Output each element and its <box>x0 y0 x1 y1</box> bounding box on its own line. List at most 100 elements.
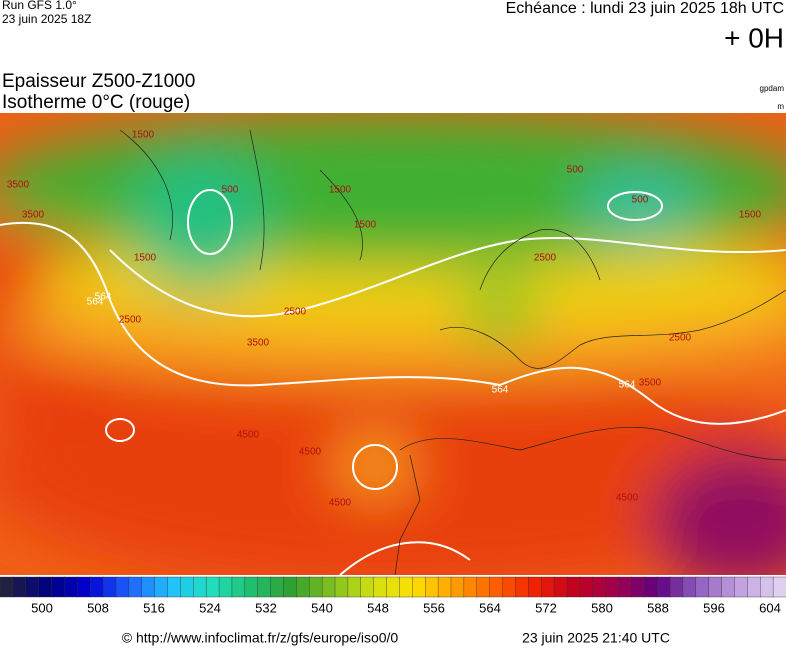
map <box>0 113 786 575</box>
scale-label: 564 <box>479 600 501 615</box>
scale-swatch <box>128 576 143 598</box>
scale-swatch <box>579 576 594 598</box>
echeance: Echéance : lundi 23 juin 2025 18h UTC <box>506 0 784 17</box>
scale-swatch <box>77 576 91 598</box>
contour-label: 4500 <box>329 498 352 509</box>
subtitle: Isotherme 0°C (rouge) <box>2 92 190 113</box>
contour-label: 3500 <box>639 378 662 389</box>
scale-swatch <box>618 576 633 598</box>
contour-label: 500 <box>632 195 649 206</box>
scale-swatch <box>218 576 233 598</box>
scale-swatch <box>631 576 645 598</box>
scale-swatch <box>425 576 439 598</box>
scale-swatch <box>154 576 169 598</box>
scale-swatch <box>360 576 375 598</box>
scale-swatch <box>528 576 542 598</box>
scale-swatch <box>412 576 426 598</box>
scale-swatch <box>747 576 761 598</box>
scale-swatch <box>0 576 14 598</box>
scale-label: 540 <box>311 600 333 615</box>
scale-swatch <box>38 576 53 598</box>
scale-swatch <box>502 576 517 598</box>
contour-label: 3500 <box>7 180 30 191</box>
scale-swatch <box>463 576 478 598</box>
scale-swatch <box>231 576 246 598</box>
contour-label: 1500 <box>739 210 762 221</box>
scale-swatch <box>644 576 658 598</box>
scale-label: 580 <box>591 600 613 615</box>
scale-swatch <box>244 576 259 598</box>
scale-swatch <box>373 576 388 598</box>
scale-swatch <box>102 576 117 598</box>
scale-label: 588 <box>647 600 669 615</box>
scale-swatch <box>476 576 491 598</box>
contour-label: 500 <box>567 165 584 176</box>
scale-swatch <box>283 576 298 598</box>
scale-label: 548 <box>367 600 389 615</box>
scale-swatch <box>180 576 194 598</box>
contour-label: 2500 <box>119 315 142 326</box>
scale-swatch <box>566 576 581 598</box>
contour-label: 2500 <box>534 253 557 264</box>
scale-swatch <box>592 576 607 598</box>
scale-swatch <box>669 576 684 598</box>
scale-label: 604 <box>759 600 781 615</box>
unit: gpdam <box>760 84 785 93</box>
scale-swatch <box>721 576 736 598</box>
contour-label: 3500 <box>247 338 270 349</box>
contour-label: 1500 <box>354 220 377 231</box>
contour-label: 564 <box>619 380 636 391</box>
scale-swatch <box>296 576 310 598</box>
contour-label: 4500 <box>299 447 322 458</box>
contour-label: 564 <box>95 292 112 303</box>
generated: 23 juin 2025 21:40 UTC <box>522 630 670 646</box>
contour-label: 4500 <box>616 493 639 504</box>
contour-label: 564 <box>492 385 509 396</box>
contour-label: 564 <box>87 297 104 308</box>
scale-swatch <box>682 576 697 598</box>
scale-swatch <box>205 576 220 598</box>
title: Epaisseur Z500-Z1000 <box>2 71 195 92</box>
scale-swatch <box>734 576 749 598</box>
scale-label: 524 <box>199 600 221 615</box>
scale-swatch <box>309 576 323 598</box>
scale-swatch <box>321 576 336 598</box>
scale-swatch <box>167 576 182 598</box>
source: © http://www.infoclimat.fr/z/gfs/europe/… <box>122 630 399 646</box>
scale-swatch <box>257 576 272 598</box>
scale-swatch <box>141 576 156 598</box>
scale-label: 572 <box>535 600 557 615</box>
scale-swatch <box>450 576 465 598</box>
scale-swatch <box>437 576 452 598</box>
scale-swatch <box>553 576 568 598</box>
scale-swatch <box>399 576 414 598</box>
scale-swatch <box>270 576 285 598</box>
scale-swatch <box>760 576 774 598</box>
contour-label: 1500 <box>329 185 352 196</box>
scale-swatch <box>540 576 555 598</box>
scale-label: 532 <box>255 600 277 615</box>
run-date: 23 juin 2025 18Z <box>2 12 91 26</box>
scale-swatch <box>695 576 710 598</box>
scale-swatch <box>12 576 27 598</box>
offset: + 0H <box>724 22 784 53</box>
contour-label: 2500 <box>284 307 307 318</box>
contour-label: 1500 <box>132 130 155 141</box>
scale-swatch <box>515 576 529 598</box>
contour-label: 500 <box>222 185 239 196</box>
scale-swatch <box>115 576 130 598</box>
scale-label: 556 <box>423 600 445 615</box>
scale-swatch <box>89 576 104 598</box>
unit: m <box>777 102 784 111</box>
color-scale: 500 508 516 524 532 540 548 556 564 572 580 588 596 6… <box>0 576 786 615</box>
scale-swatch <box>334 576 349 598</box>
scale-swatch <box>347 576 362 598</box>
scale-swatch <box>25 576 40 598</box>
scale-swatch <box>772 576 786 598</box>
scale-swatch <box>64 576 79 598</box>
scale-label: 500 <box>31 600 53 615</box>
contour-label: 4500 <box>237 430 260 441</box>
scale-swatch <box>605 576 620 598</box>
